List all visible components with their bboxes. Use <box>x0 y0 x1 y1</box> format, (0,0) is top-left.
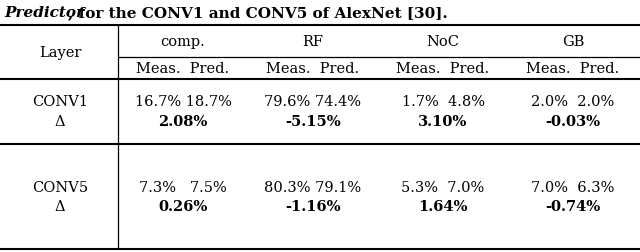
Text: -0.74%: -0.74% <box>545 200 600 214</box>
Text: 7.3%   7.5%: 7.3% 7.5% <box>139 180 227 194</box>
Text: NoC: NoC <box>426 35 460 49</box>
Text: 5.3%  7.0%: 5.3% 7.0% <box>401 180 484 194</box>
Text: 2.08%: 2.08% <box>158 115 208 129</box>
Text: 1.7%  4.8%: 1.7% 4.8% <box>401 95 484 109</box>
Text: 3.10%: 3.10% <box>419 115 468 129</box>
Text: Meas.  Pred.: Meas. Pred. <box>396 62 490 76</box>
Text: CONV1: CONV1 <box>32 95 88 109</box>
Text: 79.6% 74.4%: 79.6% 74.4% <box>264 95 362 109</box>
Text: comp.: comp. <box>161 35 205 49</box>
Text: -0.03%: -0.03% <box>545 115 600 129</box>
Text: Δ: Δ <box>54 115 65 129</box>
Text: Meas.  Pred.: Meas. Pred. <box>527 62 620 76</box>
Text: RF: RF <box>303 35 323 49</box>
Text: Layer: Layer <box>39 46 81 60</box>
Text: 16.7% 18.7%: 16.7% 18.7% <box>134 95 232 109</box>
Text: Meas.  Pred.: Meas. Pred. <box>136 62 230 76</box>
Text: CONV5: CONV5 <box>32 180 88 194</box>
Text: Δ: Δ <box>54 200 65 214</box>
Text: GB: GB <box>562 35 584 49</box>
Text: -1.16%: -1.16% <box>285 200 341 214</box>
Text: 2.0%  2.0%: 2.0% 2.0% <box>531 95 614 109</box>
Text: 80.3% 79.1%: 80.3% 79.1% <box>264 180 362 194</box>
Text: 7.0%  6.3%: 7.0% 6.3% <box>531 180 614 194</box>
Text: 0.26%: 0.26% <box>158 200 208 214</box>
Text: 1.64%: 1.64% <box>419 200 468 214</box>
Text: -5.15%: -5.15% <box>285 115 341 129</box>
Text: Predictor: Predictor <box>4 6 84 20</box>
Text: Meas.  Pred.: Meas. Pred. <box>266 62 360 76</box>
Text: , for the CONV1 and CONV5 of AlexNet [30].: , for the CONV1 and CONV5 of AlexNet [30… <box>68 6 448 20</box>
